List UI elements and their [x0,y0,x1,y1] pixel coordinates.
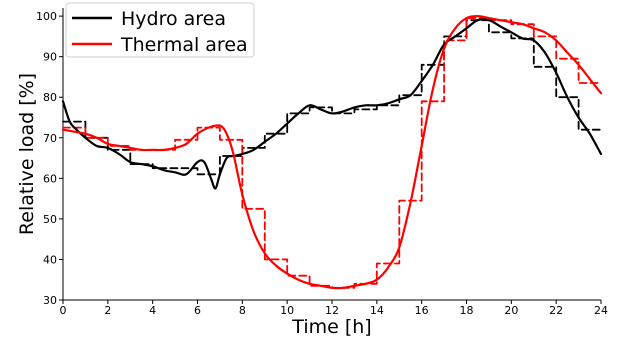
y-tick-label: 100 [36,10,57,23]
y-tick-label: 70 [43,132,57,145]
x-tick-label: 8 [239,304,246,317]
x-tick-label: 4 [149,304,156,317]
y-tick-label: 90 [43,51,57,64]
series-layer [61,15,603,290]
y-tick-label: 80 [43,91,57,104]
series-thermal-line [61,15,603,290]
legend-label-hydro: Hydro area [121,8,226,30]
y-tick-label: 60 [43,172,57,185]
y-tick-label: 50 [43,213,57,226]
legend: Hydro area Thermal area [65,2,255,58]
series-thermal-step-dashed [62,17,602,289]
x-tick-label: 6 [194,304,201,317]
legend-label-thermal: Thermal area [120,34,248,56]
y-tick-label: 40 [43,253,57,266]
x-tick-label: 18 [460,304,474,317]
x-tick-label: 20 [504,304,518,317]
x-tick-label: 14 [370,304,384,317]
y-axis-title: Relative load [%] [16,73,38,235]
series-hydro-line [61,18,603,190]
x-tick-label: 10 [280,304,294,317]
y-tick-label: 30 [43,294,57,307]
x-tick-label: 22 [549,304,563,317]
x-tick-label: 16 [415,304,429,317]
legend-box [65,2,255,58]
x-tick-label: 0 [60,304,67,317]
x-tick-label: 24 [594,304,608,317]
x-tick-label: 2 [104,304,111,317]
x-tick-label: 12 [325,304,339,317]
x-axis-title: Time [h] [291,316,371,338]
